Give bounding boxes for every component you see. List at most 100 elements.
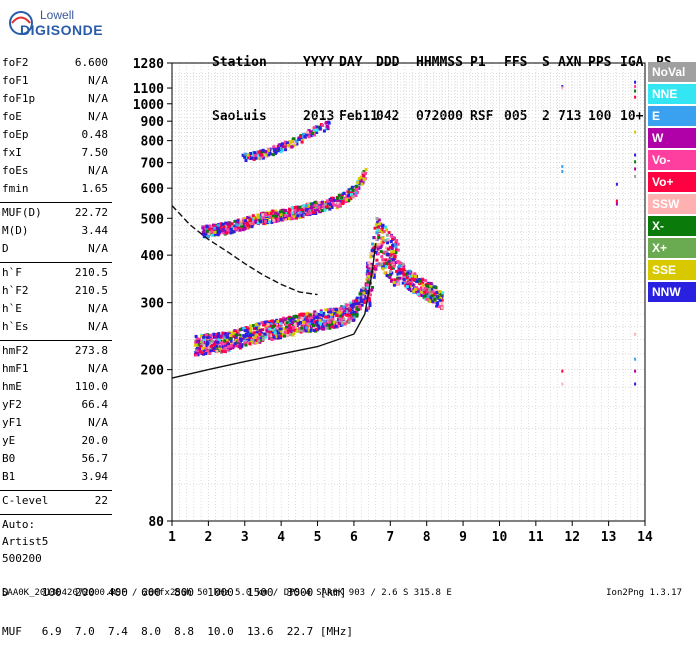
- echo-point: [202, 344, 206, 348]
- echo-point: [277, 335, 281, 339]
- echo-point: [432, 285, 436, 289]
- echo-point: [634, 85, 637, 89]
- header-values: SaoLuis 2013 Feb11 042 072000 RSF 005 2 713 100 10…: [212, 108, 672, 126]
- echo-point: [383, 264, 386, 268]
- echo-point: [238, 228, 242, 232]
- echo-point: [297, 137, 301, 141]
- echo-point: [271, 330, 275, 334]
- echo-point: [263, 332, 267, 336]
- echo-point: [336, 205, 340, 209]
- param-label: fmin: [2, 182, 29, 195]
- echo-point: [324, 308, 328, 312]
- echo-point: [436, 302, 440, 306]
- echo-point: [354, 185, 358, 188]
- echo-point: [322, 319, 326, 323]
- echo-point: [217, 332, 221, 336]
- echo-point: [315, 208, 319, 212]
- echo-point: [208, 224, 212, 228]
- echo-point: [261, 337, 265, 341]
- echo-point: [328, 207, 332, 211]
- echo-point: [264, 150, 268, 154]
- echo-point: [375, 264, 379, 268]
- echo-point: [254, 326, 258, 330]
- param-row-foF1: foF1 N/A: [2, 74, 108, 92]
- param-row-yF1: yF1 N/A: [2, 416, 108, 434]
- echo-point: [313, 208, 317, 212]
- echo-point: [240, 344, 244, 348]
- legend-x-: X-: [648, 216, 696, 236]
- echo-point: [309, 130, 313, 134]
- echo-point: [634, 357, 637, 361]
- echo-point: [285, 317, 289, 320]
- echo-point: [206, 234, 210, 238]
- echo-point: [305, 326, 309, 330]
- echo-point: [402, 268, 406, 271]
- echo-point: [223, 350, 227, 354]
- echo-point: [406, 280, 410, 284]
- echo-point: [306, 319, 310, 323]
- echo-point: [295, 139, 299, 143]
- echo-point: [353, 311, 357, 315]
- echo-point: [236, 221, 240, 225]
- echo-point: [362, 173, 366, 177]
- footer-info: SAA0K_2013042072000.RSF / 260fx256h 50 k…: [2, 588, 452, 598]
- param-value: N/A: [88, 110, 108, 123]
- y-tick-label: 500: [141, 212, 165, 227]
- echo-point: [212, 226, 216, 230]
- echo-point: [198, 350, 202, 354]
- echo-point: [330, 322, 334, 326]
- echo-point: [257, 150, 261, 154]
- echo-point: [227, 342, 230, 346]
- y-tick-label: 700: [141, 157, 165, 172]
- echo-point: [279, 217, 283, 221]
- echo-point: [435, 304, 439, 308]
- echo-point: [278, 327, 282, 331]
- legend-nnw: NNW: [648, 282, 696, 302]
- echo-point: [391, 236, 395, 239]
- echo-point: [216, 233, 220, 237]
- echo-point: [254, 334, 258, 338]
- echo-point: [303, 206, 307, 210]
- echo-point: [295, 329, 299, 333]
- echo-point: [358, 298, 362, 302]
- echo-point: [272, 335, 276, 339]
- echo-point: [411, 283, 415, 287]
- polarization-legend: NoVal NNE E W Vo- Vo+ SSW X- X+ SSE NNW: [648, 62, 696, 304]
- echo-point: [260, 321, 264, 325]
- header-value-7: 2: [542, 109, 550, 124]
- echo-point: [408, 278, 412, 282]
- echo-point: [351, 188, 355, 192]
- echo-point: [255, 331, 259, 335]
- echo-point: [239, 328, 242, 332]
- echo-point: [385, 233, 389, 237]
- param-divider: [0, 514, 112, 515]
- param-value: 20.0: [81, 434, 109, 447]
- param-value: 3.94: [81, 470, 109, 483]
- auto-line-0: Auto:: [2, 518, 36, 531]
- echo-point: [354, 302, 358, 306]
- echo-point: [318, 321, 322, 325]
- param-row-h`F: h`F 210.5: [2, 266, 108, 284]
- echo-point: [412, 289, 416, 293]
- echo-point: [313, 329, 316, 332]
- param-divider: [0, 202, 112, 203]
- echo-point: [403, 271, 407, 274]
- muf-row: MUF 6.9 7.0 7.4 8.0 8.8 10.0 13.6 22.7 […: [2, 625, 353, 638]
- echo-point: [421, 281, 425, 285]
- echo-point: [381, 267, 385, 271]
- echo-point: [381, 236, 385, 240]
- echo-point: [415, 290, 419, 294]
- echo-point: [374, 267, 378, 271]
- echo-point: [383, 225, 387, 229]
- echo-point: [276, 213, 280, 217]
- echo-point: [435, 291, 439, 294]
- echo-point: [226, 335, 229, 339]
- echo-point: [357, 186, 361, 190]
- echo-point: [229, 344, 233, 348]
- distance-row: D 100 200 400 600 800 1000 1500 3000 [km…: [2, 586, 347, 599]
- echo-point: [261, 333, 265, 337]
- echo-point: [214, 232, 217, 236]
- echo-point: [220, 226, 224, 230]
- echo-point: [375, 217, 379, 221]
- echo-point: [289, 322, 293, 326]
